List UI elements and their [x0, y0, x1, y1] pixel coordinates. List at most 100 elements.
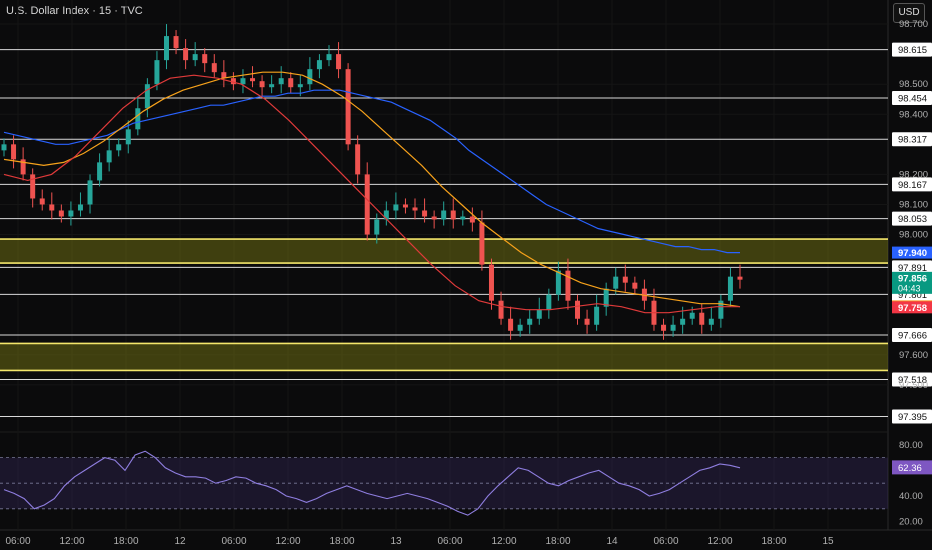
price-tag: [892, 301, 932, 314]
time-tick-label: 15: [822, 536, 834, 547]
time-tick-label: 12:00: [707, 536, 732, 547]
candle-body: [536, 309, 542, 319]
candle-body: [575, 300, 581, 319]
candle-body: [116, 144, 122, 151]
candle-body: [106, 150, 112, 163]
candle-body: [355, 144, 361, 175]
candle-body: [173, 36, 179, 49]
chart-grid: [0, 0, 932, 531]
candle-body: [565, 270, 571, 301]
price-tick-label: 98.700: [899, 19, 928, 30]
level-tag: [892, 91, 932, 106]
candle-body: [202, 54, 208, 64]
level-tag-label: 97.518: [898, 375, 927, 386]
candle-body: [699, 312, 705, 325]
candle-body: [594, 306, 600, 325]
level-tag-label: 98.167: [898, 180, 927, 191]
candle-body: [326, 54, 332, 61]
candle-body: [431, 216, 437, 220]
sr-zone: [0, 239, 888, 264]
candle-body: [498, 300, 504, 319]
candle-body: [211, 63, 217, 73]
level-tag-label: 97.666: [898, 330, 927, 341]
candle-body: [125, 129, 131, 145]
level-tag: [892, 132, 932, 147]
sr-zone: [0, 343, 888, 371]
price-tag-label: 97.940: [898, 248, 927, 259]
candle-body: [441, 210, 447, 220]
candle-body: [727, 276, 733, 301]
time-tick-label: 06:00: [653, 536, 678, 547]
level-tag: [892, 372, 932, 387]
level-tag: [892, 327, 932, 342]
price-tick-label: 98.100: [899, 199, 928, 210]
level-tag-label: 98.053: [898, 214, 927, 225]
candle-body: [39, 198, 45, 205]
level-tag-label: 98.615: [898, 45, 927, 56]
price-tick-label: 98.500: [899, 79, 928, 90]
candle-body: [240, 78, 246, 85]
candle-body: [221, 72, 227, 79]
candle-body: [183, 48, 189, 61]
candle-body: [278, 78, 284, 85]
candle-body: [49, 204, 55, 211]
price-tag: [892, 246, 932, 259]
candle-body: [154, 60, 160, 85]
candle-body: [603, 288, 609, 307]
time-tick-label: 12:00: [491, 536, 516, 547]
level-tag-label: 97.801: [898, 290, 927, 301]
zones: [0, 238, 888, 372]
time-tick-label: 13: [390, 536, 402, 547]
moving-average-line: [3, 74, 740, 314]
candle-body: [20, 159, 26, 175]
candle-body: [163, 36, 169, 61]
candle-body: [661, 324, 667, 331]
candle-body: [469, 216, 475, 223]
price-tick-label: 98.000: [899, 230, 928, 241]
candle-body: [479, 222, 485, 265]
price-axis: 98.700 98.500 98.400 98.200 98.100 98.000 97.6…: [892, 19, 932, 391]
moving-average-line: [3, 89, 740, 254]
currency-button[interactable]: USD: [893, 3, 925, 23]
candle-body: [527, 318, 533, 325]
price-tag-label: 97.856: [898, 273, 927, 284]
level-tag-label: 98.454: [898, 94, 927, 105]
candle-body: [288, 78, 294, 88]
rsi-tick-label: 40.00: [899, 491, 923, 502]
candles: [1, 24, 743, 340]
candle-body: [87, 180, 93, 205]
price-tick-label: 97.500: [899, 380, 928, 391]
time-tick-label: 12:00: [275, 536, 300, 547]
candle-body: [460, 216, 466, 220]
level-tag: [892, 409, 932, 424]
candle-body: [670, 324, 676, 331]
level-tag: [892, 177, 932, 192]
candle-body: [345, 69, 351, 145]
chart-title: U.S. Dollar Index · 15 · TVC: [6, 5, 143, 17]
candle-body: [555, 270, 561, 295]
candle-body: [680, 318, 686, 325]
candle-body: [393, 204, 399, 211]
candle-body: [546, 294, 552, 310]
price-tick-label: 98.200: [899, 169, 928, 180]
candle-body: [307, 69, 313, 85]
candle-body: [718, 300, 724, 319]
level-tag: [892, 260, 932, 275]
rsi-tick-label: 80.00: [899, 440, 923, 451]
time-tick-label: 18:00: [761, 536, 786, 547]
candle-body: [269, 84, 275, 88]
candle-body: [316, 60, 322, 70]
candle-body: [135, 108, 141, 130]
candle-body: [689, 312, 695, 319]
rsi-line: [3, 450, 741, 516]
level-tag-label: 97.395: [898, 412, 927, 423]
candle-body: [488, 264, 494, 301]
rsi-value-label: 62.36: [898, 463, 922, 474]
candle-body: [374, 219, 380, 235]
candle-body: [364, 174, 370, 235]
time-tick-label: 06:00: [221, 536, 246, 547]
price-tick-label: 98.400: [899, 109, 928, 120]
candle-body: [517, 324, 523, 331]
candle-body: [58, 210, 64, 217]
